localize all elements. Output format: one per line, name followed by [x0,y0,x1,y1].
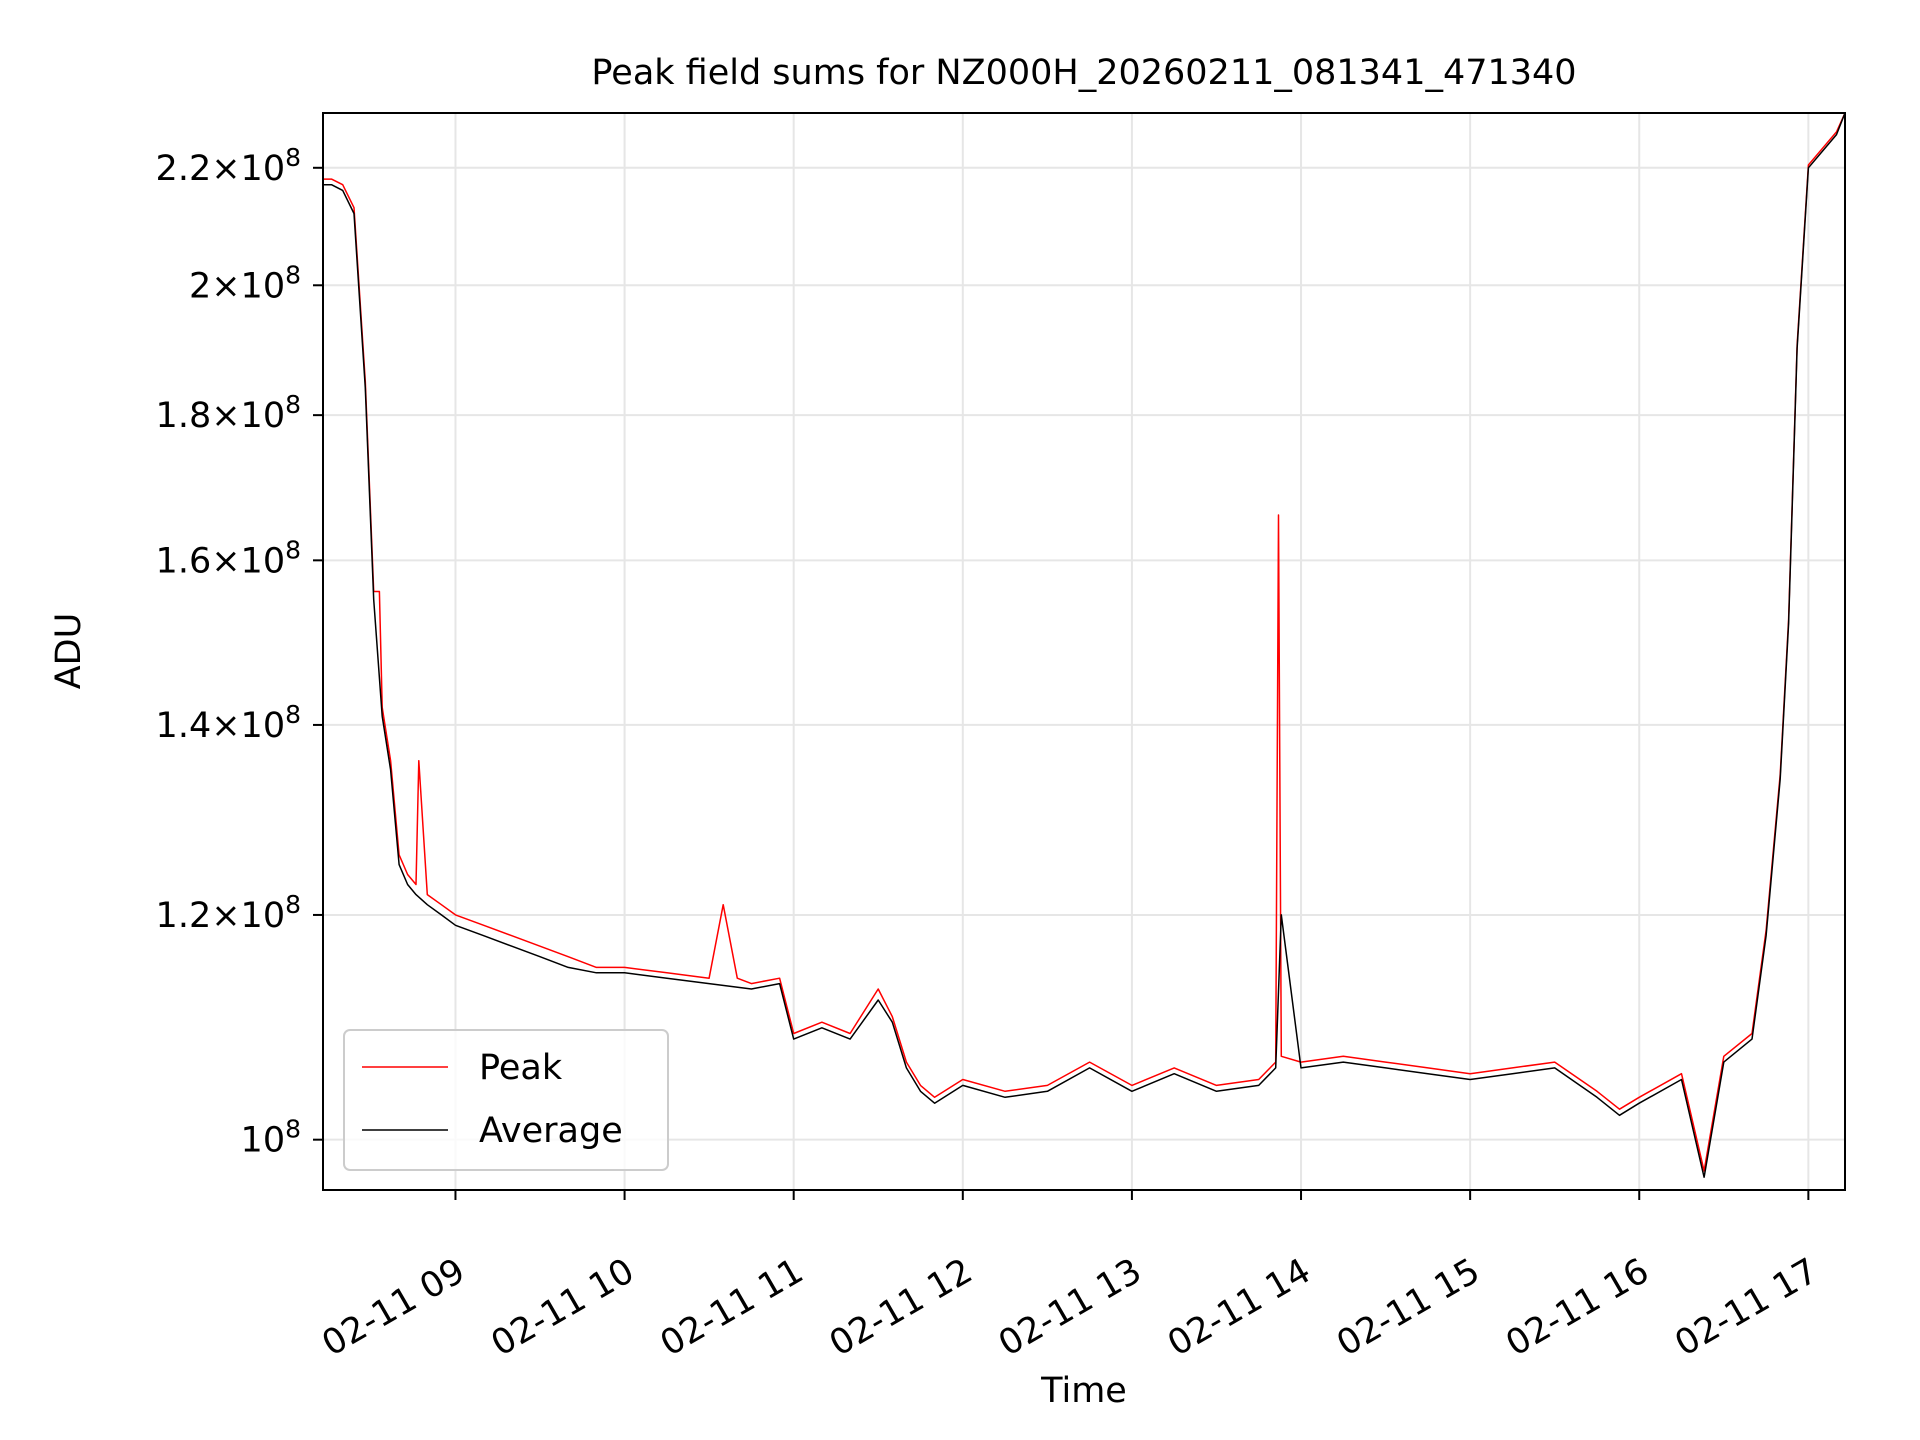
y-tick-mantissa: 1.4 [156,706,212,746]
grid [323,113,1845,1190]
y-tick-label: 1.2×108 [156,890,301,936]
y-tick-exponent: 8 [285,1115,301,1144]
y-tick-label: 108 [241,1115,301,1161]
chart-title: Peak field sums for NZ000H_20260211_0813… [591,53,1576,93]
y-tick-times: × [211,149,240,189]
y-tick-exponent: 8 [285,890,301,919]
y-tick-label: 1.4×108 [156,700,301,746]
legend: Peak Average [343,1029,669,1171]
y-tick-base: 10 [241,396,286,436]
y-tick-mantissa: 1.8 [156,396,212,436]
y-tick-exponent: 8 [285,535,301,564]
y-tick-times: × [211,541,240,581]
y-tick-exponent: 8 [285,260,301,289]
plot-area [323,112,1846,1178]
y-tick-exponent: 8 [285,390,301,419]
y-tick-exponent: 8 [285,700,301,729]
y-tick-base: 10 [241,1121,286,1161]
y-tick-label: 2×108 [189,260,301,306]
y-tick-base: 10 [241,266,286,306]
legend-label-average: Average [479,1111,623,1151]
y-tick-mantissa: 2 [189,266,211,306]
y-tick-mantissa: 1.6 [156,541,212,581]
y-axis-label: ADU [49,613,89,690]
y-tick-label: 2.2×108 [156,143,301,189]
y-tick-label: 1.6×108 [156,535,301,581]
y-tick-times: × [211,896,240,936]
y-tick-times: × [211,706,240,746]
series-line-peak [323,112,1846,1172]
legend-label-peak: Peak [479,1048,563,1088]
y-tick-base: 10 [241,896,286,936]
series-line-average [323,112,1846,1178]
y-tick-mantissa: 1.2 [156,896,212,936]
y-tick-mantissa: 2.2 [156,149,212,189]
y-tick-label: 1.8×108 [156,390,301,436]
y-tick-exponent: 8 [285,143,301,172]
plot-frame [322,112,1846,1191]
y-axis: 1081.2×1081.4×1081.6×1081.8×1082×1082.2×… [156,143,323,1161]
y-tick-base: 10 [241,706,286,746]
y-tick-base: 10 [241,541,286,581]
x-axis-label: Time [1040,1371,1127,1411]
legend-box [343,1029,669,1171]
y-tick-times: × [211,396,240,436]
y-tick-base: 10 [241,149,286,189]
y-tick-times: × [211,266,240,306]
